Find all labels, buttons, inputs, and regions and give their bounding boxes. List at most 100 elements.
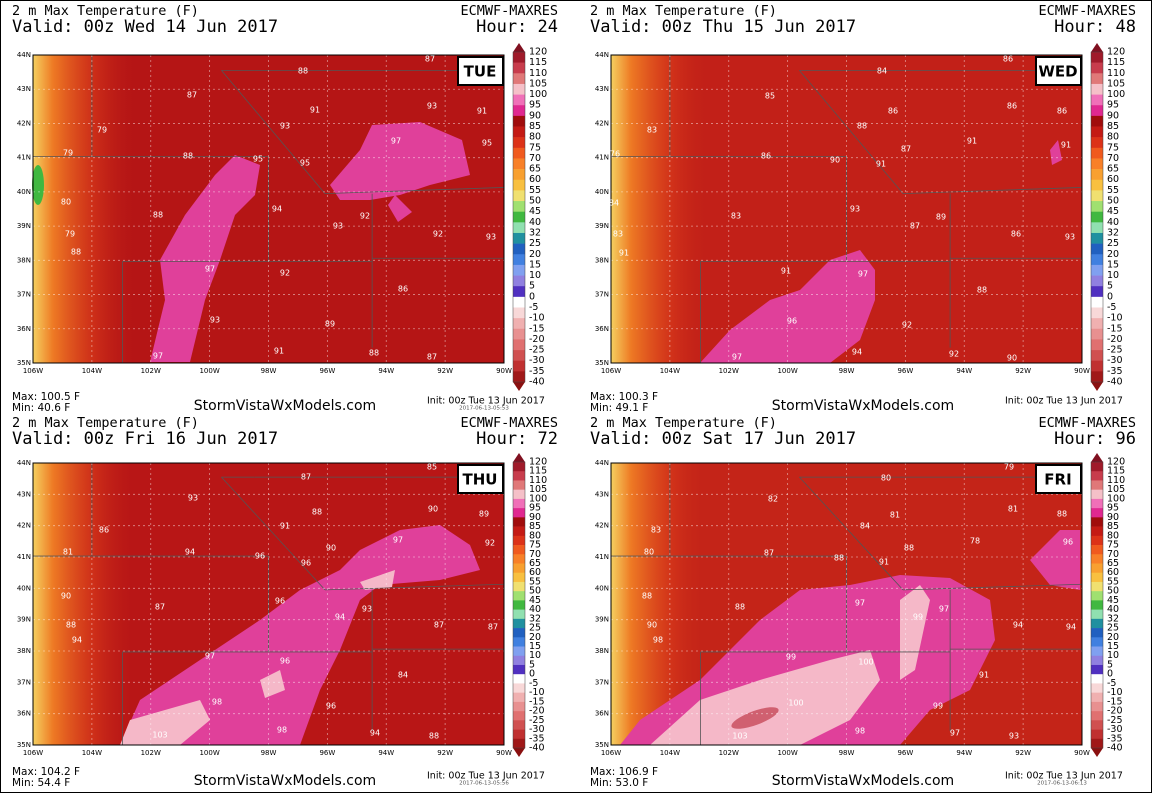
colorbar-label: 55	[529, 576, 541, 587]
colorbar-label: 65	[1107, 558, 1119, 569]
colorbar-label: 0	[1107, 291, 1113, 302]
colorbar-cap	[1091, 453, 1103, 462]
colorbar-swatch	[513, 318, 525, 330]
temp-label: 95	[253, 155, 263, 164]
colorbar-label: 45	[1107, 206, 1119, 217]
temp-label: 90	[326, 544, 336, 553]
colorbar-label: 50	[529, 196, 541, 207]
colorbar-label: 95	[1107, 100, 1119, 111]
colorbar-label: 40	[529, 217, 541, 228]
colorbar-swatch	[1091, 526, 1103, 537]
colorbar-swatch	[513, 480, 525, 490]
colorbar-swatch	[1091, 471, 1103, 481]
point-labels: 88 87 87 91 93 91 79 93 97 95 79 88 95 95 80 94 92 88 93 92…	[61, 55, 496, 362]
max-value: Max: 104.2 F	[12, 766, 80, 778]
west-gradient	[611, 55, 711, 363]
lon-label: 106W	[601, 749, 621, 757]
colorbar-swatch	[513, 286, 525, 298]
forecast-hour: Hour: 96	[1054, 429, 1136, 449]
temp-label: 99	[913, 613, 923, 622]
colorbar-label: -15	[1107, 323, 1123, 334]
temp-label: 91	[310, 106, 320, 115]
temp-label: 88	[369, 349, 379, 358]
colorbar-label: 85	[1107, 521, 1119, 532]
state-border	[799, 476, 904, 591]
map-panel: 106W 104W 102W 100W 98W 96W 94W 92W 90W 44N 43N 42N…	[590, 415, 1136, 789]
temp-label: 95	[300, 159, 310, 168]
temp-label: 94	[185, 548, 195, 557]
temp-label: 96	[280, 657, 290, 666]
lat-label: 41N	[17, 154, 31, 162]
day-label: WED	[1038, 63, 1077, 81]
temp-label: 87	[434, 621, 444, 630]
point-labels: 86 84 85 86 86 86 83 88 91 87 91 76 86 90 91 84 83 93 89 87…	[609, 55, 1075, 363]
colorbar-swatch	[513, 169, 525, 181]
lat-label: 42N	[595, 522, 609, 530]
colorbar-label: -10	[1107, 313, 1123, 324]
colorbar-label: 0	[529, 291, 535, 302]
colorbar-swatch	[513, 328, 525, 340]
lon-label: 102W	[141, 367, 161, 375]
colorbar-swatch	[513, 211, 525, 223]
colorbar-label: 45	[1107, 595, 1119, 606]
site-name: StormVistaWxModels.com	[194, 773, 376, 789]
temp-label: 87	[427, 353, 437, 362]
colorbar-swatch	[1091, 137, 1103, 149]
temp-label: 96	[301, 559, 311, 568]
colorbar-swatch	[513, 517, 525, 527]
temp-label: 92	[485, 539, 495, 548]
init-time: Init: 00z Tue 13 Jun 2017	[427, 771, 545, 782]
state-border	[799, 70, 904, 194]
colorbar-label: 105	[529, 78, 547, 89]
colorbar-label: 80	[529, 530, 541, 541]
colorbar-label: 55	[1107, 576, 1119, 587]
temp-label: 91	[1061, 141, 1071, 150]
temp-label: 88	[834, 554, 844, 563]
temp-label: 93	[188, 494, 198, 503]
colorbar-swatch	[513, 618, 525, 629]
temp-label: 88	[298, 67, 308, 76]
colorbar-cap	[1091, 748, 1103, 757]
temp-label: 83	[647, 126, 657, 135]
colorbar-swatch	[1091, 545, 1103, 555]
temp-label: 92	[433, 230, 443, 239]
lon-label: 106W	[23, 749, 43, 757]
colorbar-label: -10	[529, 313, 545, 324]
lat-label: 38N	[595, 647, 609, 655]
temp-label: 88	[312, 508, 322, 517]
temp-label: 97	[205, 652, 215, 661]
temp-label: 88	[153, 211, 163, 220]
temp-label: 86	[761, 152, 771, 161]
temp-label: 91	[477, 107, 487, 116]
temp-label: 88	[1057, 510, 1067, 519]
map-panel: 106W 104W 102W 100W 98W 96W 94W 92W 90W 44N 43N 42N…	[12, 3, 558, 414]
colorbar-label: 40	[529, 604, 541, 615]
temp-label: 92	[280, 269, 290, 278]
max-value: Max: 100.5 F	[12, 391, 80, 403]
temp-region	[120, 700, 210, 745]
lat-label: 39N	[17, 616, 31, 624]
temp-label: 84	[398, 671, 408, 680]
max-value: Max: 100.3 F	[590, 391, 658, 403]
forecast-hour: Hour: 72	[476, 429, 558, 449]
lat-label: 42N	[17, 522, 31, 530]
temp-label: 91	[280, 522, 290, 531]
max-value: Max: 106.9 F	[590, 766, 658, 778]
colorbar-label: 70	[529, 153, 541, 164]
colorbar-label: -5	[529, 678, 538, 689]
colorbar-label: 115	[529, 466, 547, 477]
model-name: ECMWF-MAXRES	[460, 3, 558, 19]
colorbar-swatch	[1091, 462, 1103, 472]
temp-label: 81	[890, 511, 900, 520]
valid-time: Valid: 00z Thu 15 Jun 2017	[590, 17, 856, 37]
colorbar-swatch	[513, 591, 525, 601]
temp-label: 97	[939, 605, 949, 614]
lon-label: 92W	[437, 367, 453, 375]
temp-label: 99	[933, 702, 943, 711]
colorbar-label: 120	[1107, 47, 1125, 58]
temp-label: 92	[360, 212, 370, 221]
hot-spot	[731, 707, 779, 729]
lon-label: 92W	[1015, 749, 1031, 757]
colorbar-label: 65	[529, 558, 541, 569]
